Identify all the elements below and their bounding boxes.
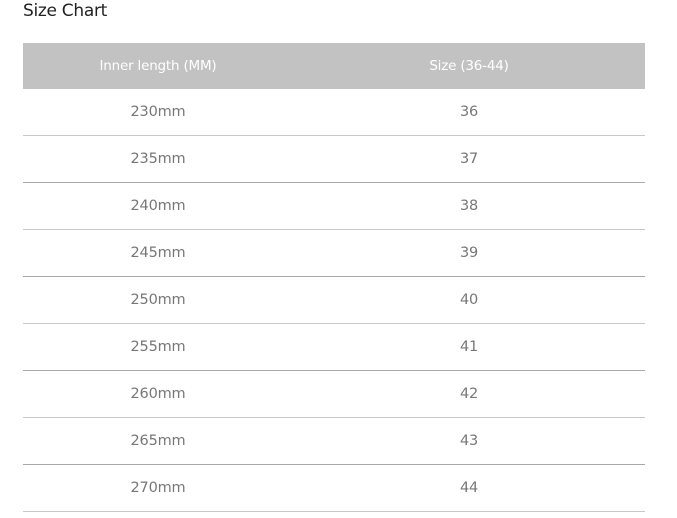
inner-length-cell: 265mm [23, 417, 293, 465]
size-chart-table: Inner length (MM) Size (36-44) 230mm 36 23… [23, 43, 645, 512]
table-row: 240mm 38 [23, 182, 645, 230]
inner-length-cell: 240mm [23, 182, 293, 230]
size-cell: 41 [293, 323, 645, 371]
table-header-row: Inner length (MM) Size (36-44) [23, 43, 645, 89]
size-cell: 40 [293, 276, 645, 324]
column-header-inner-length: Inner length (MM) [23, 43, 293, 89]
size-cell: 39 [293, 229, 645, 277]
inner-length-cell: 230mm [23, 89, 293, 136]
size-cell: 38 [293, 182, 645, 230]
size-cell: 44 [293, 464, 645, 512]
table-row: 250mm 40 [23, 276, 645, 324]
size-cell: 43 [293, 417, 645, 465]
inner-length-cell: 245mm [23, 229, 293, 277]
inner-length-cell: 250mm [23, 276, 293, 324]
table-row: 265mm 43 [23, 417, 645, 465]
inner-length-cell: 260mm [23, 370, 293, 418]
table-row: 260mm 42 [23, 370, 645, 418]
table-row: 235mm 37 [23, 135, 645, 183]
table-row: 230mm 36 [23, 89, 645, 136]
inner-length-cell: 235mm [23, 135, 293, 183]
table-row: 270mm 44 [23, 464, 645, 512]
inner-length-cell: 270mm [23, 464, 293, 512]
size-cell: 36 [293, 89, 645, 136]
page-title: Size Chart [23, 1, 108, 21]
inner-length-cell: 255mm [23, 323, 293, 371]
table-row: 245mm 39 [23, 229, 645, 277]
size-cell: 42 [293, 370, 645, 418]
table-row: 255mm 41 [23, 323, 645, 371]
column-header-size: Size (36-44) [293, 43, 645, 89]
size-cell: 37 [293, 135, 645, 183]
